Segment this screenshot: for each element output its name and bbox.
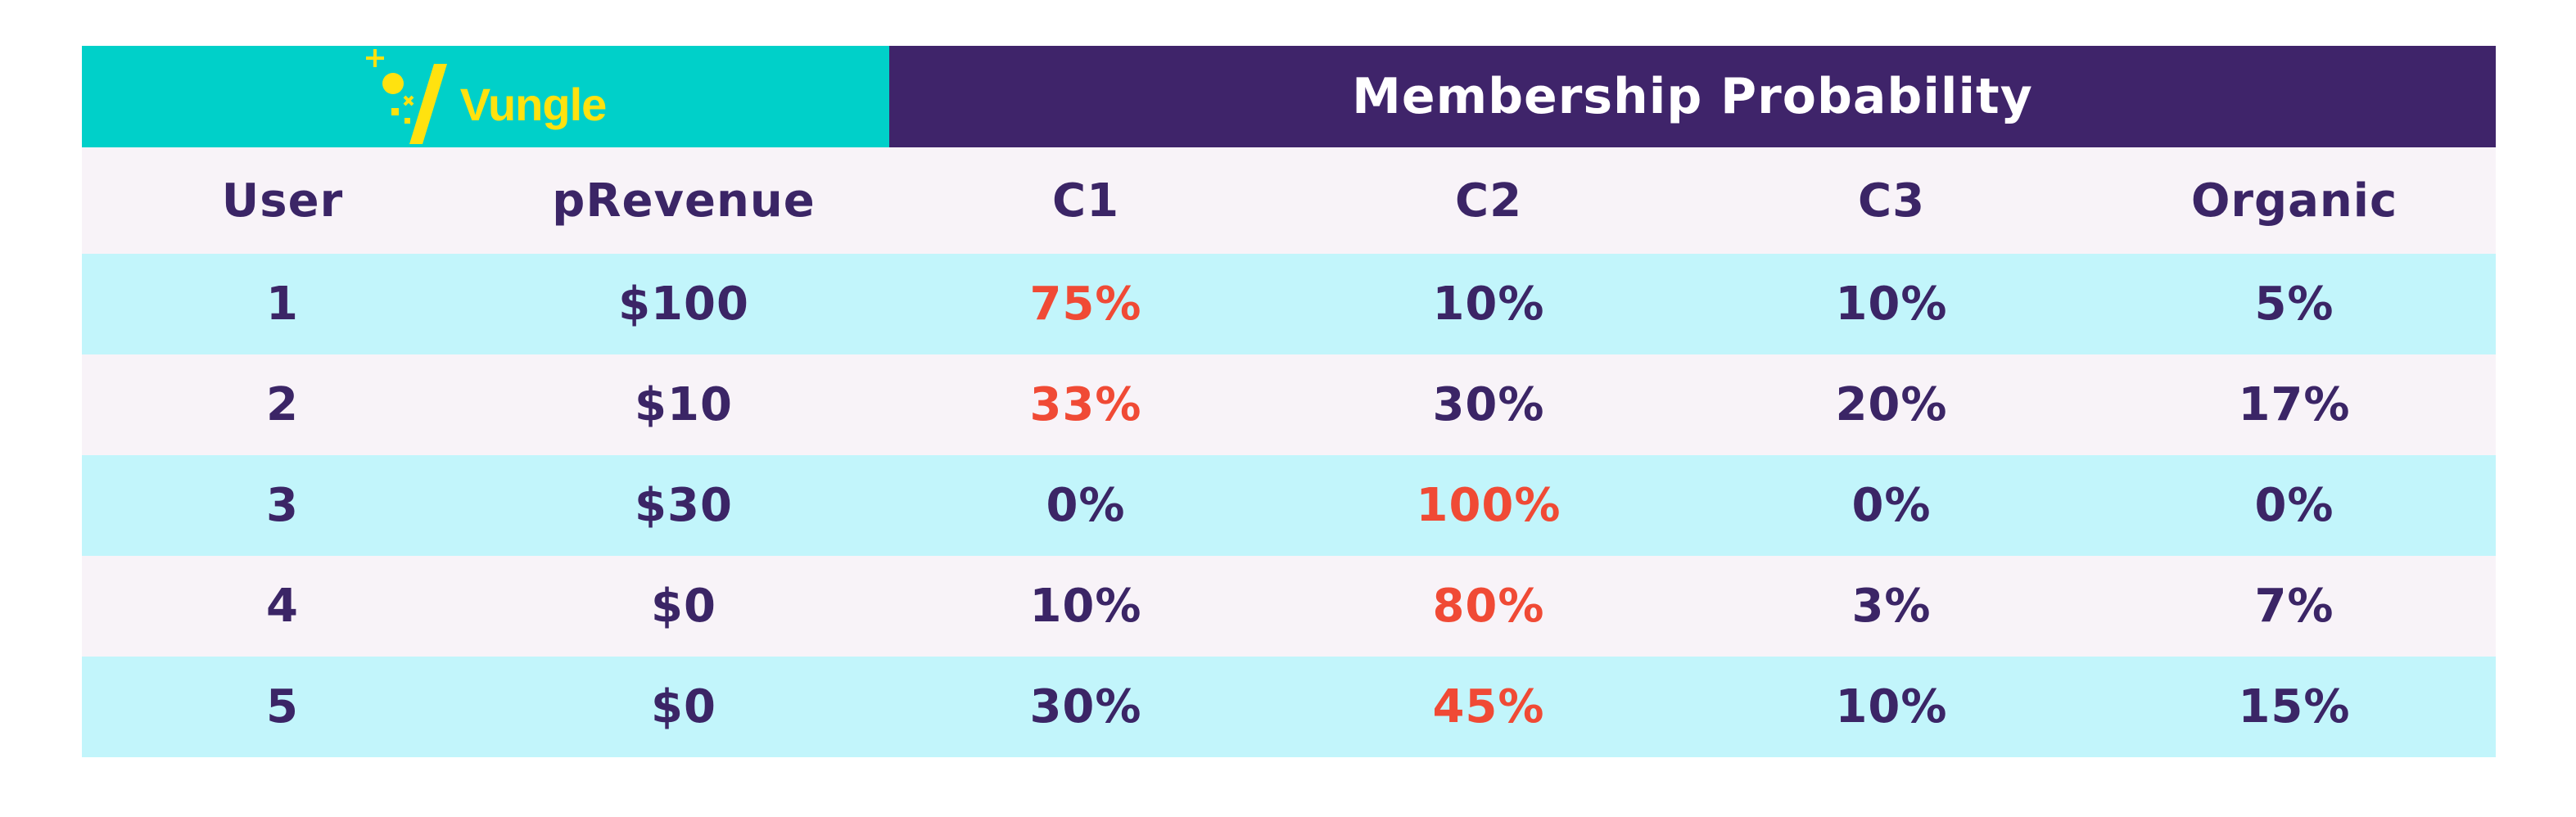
cell-c2: 45% [1432, 680, 1545, 733]
cell-prevenue: $0 [651, 680, 716, 733]
vungle-logo-mark-icon [365, 49, 447, 144]
cell-c2: 10% [1432, 278, 1545, 331]
cell-c3: 20% [1835, 378, 1948, 431]
cell-user: 4 [266, 580, 299, 633]
cell-c3: 10% [1835, 680, 1948, 733]
cell-prevenue: $10 [635, 378, 733, 431]
cell-organic: 17% [2238, 378, 2351, 431]
vungle-logo: Vungle [365, 47, 607, 146]
cell-organic: 0% [2254, 479, 2334, 532]
cell-prevenue: $30 [635, 479, 733, 532]
cell-c2: 100% [1416, 479, 1561, 532]
logo-wordmark: Vungle [459, 78, 608, 130]
cell-organic: 15% [2238, 680, 2351, 733]
logo-cell: Vungle [82, 46, 889, 147]
column-header-c3: C3 [1857, 174, 1926, 228]
table-row: 3 $30 0% 100% 0% 0% [82, 455, 2496, 556]
table-title: Membership Probability [889, 46, 2496, 147]
cell-prevenue: $0 [651, 580, 716, 633]
cell-c2: 80% [1432, 580, 1545, 633]
cell-user: 1 [266, 278, 299, 331]
column-header-c2: C2 [1454, 174, 1523, 228]
column-header-c1: C1 [1051, 174, 1120, 228]
column-header-prevenue: pRevenue [552, 174, 816, 228]
cell-c2: 30% [1432, 378, 1545, 431]
cell-c3: 0% [1851, 479, 1932, 532]
cell-user: 5 [266, 680, 299, 733]
cell-c1: 33% [1029, 378, 1142, 431]
cell-c3: 10% [1835, 278, 1948, 331]
cell-prevenue: $100 [618, 278, 749, 331]
cell-organic: 7% [2254, 580, 2334, 633]
cell-c3: 3% [1851, 580, 1932, 633]
cell-c1: 75% [1029, 278, 1142, 331]
table-row: 5 $0 30% 45% 10% 15% [82, 657, 2496, 757]
column-header-user: User [221, 174, 344, 228]
cell-user: 2 [266, 378, 299, 431]
membership-probability-table: Vungle Membership Probability User pReve… [82, 46, 2496, 757]
cell-user: 3 [266, 479, 299, 532]
cell-organic: 5% [2254, 278, 2334, 331]
table-row: 4 $0 10% 80% 3% 7% [82, 556, 2496, 657]
table-row: 1 $100 75% 10% 10% 5% [82, 254, 2496, 354]
column-header-organic: Organic [2190, 174, 2398, 228]
column-header-row: User pRevenue C1 C2 C3 Organic [82, 147, 2496, 254]
cell-c1: 30% [1029, 680, 1142, 733]
cell-c1: 10% [1029, 580, 1142, 633]
table-row: 2 $10 33% 30% 20% 17% [82, 354, 2496, 455]
table-top-row: Vungle Membership Probability [82, 46, 2496, 147]
cell-c1: 0% [1046, 479, 1126, 532]
